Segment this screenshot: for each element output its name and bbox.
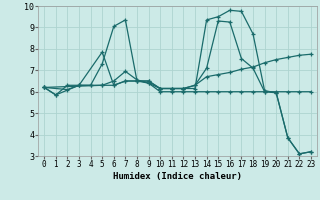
X-axis label: Humidex (Indice chaleur): Humidex (Indice chaleur) [113, 172, 242, 181]
